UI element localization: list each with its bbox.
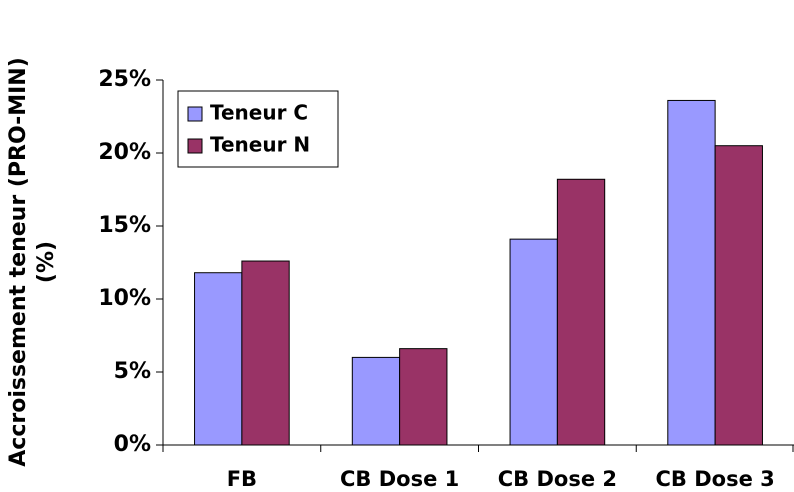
- y-tick-label: 20%: [98, 140, 151, 165]
- legend-label: Teneur N: [210, 133, 310, 157]
- bar: [194, 272, 243, 446]
- x-tick-label: FB: [227, 467, 257, 491]
- x-tick-label: CB Dose 1: [340, 467, 459, 491]
- bar: [556, 178, 606, 446]
- bar: [667, 99, 716, 446]
- y-axis-title: Accroissement teneur (PRO-MIN) (%): [6, 57, 59, 467]
- y-tick-label: 25%: [98, 67, 151, 92]
- legend-box: [177, 90, 339, 168]
- y-tick-label: 10%: [98, 286, 151, 311]
- y-tick-label: 0%: [114, 432, 151, 457]
- bar: [241, 260, 290, 446]
- bar: [399, 348, 448, 446]
- legend-swatch: [187, 138, 203, 154]
- y-tick-label: 5%: [114, 359, 151, 384]
- bar: [351, 356, 401, 446]
- y-axis-title-line: (%): [34, 241, 59, 283]
- bar: [509, 238, 558, 446]
- legend-label: Teneur C: [210, 101, 308, 125]
- y-tick-label: 15%: [98, 213, 151, 238]
- x-tick-label: CB Dose 3: [655, 467, 774, 491]
- bar: [714, 145, 763, 446]
- legend-swatch: [187, 106, 203, 122]
- y-axis-title-line: Accroissement teneur (PRO-MIN): [6, 57, 31, 467]
- x-tick-label: CB Dose 2: [498, 467, 617, 491]
